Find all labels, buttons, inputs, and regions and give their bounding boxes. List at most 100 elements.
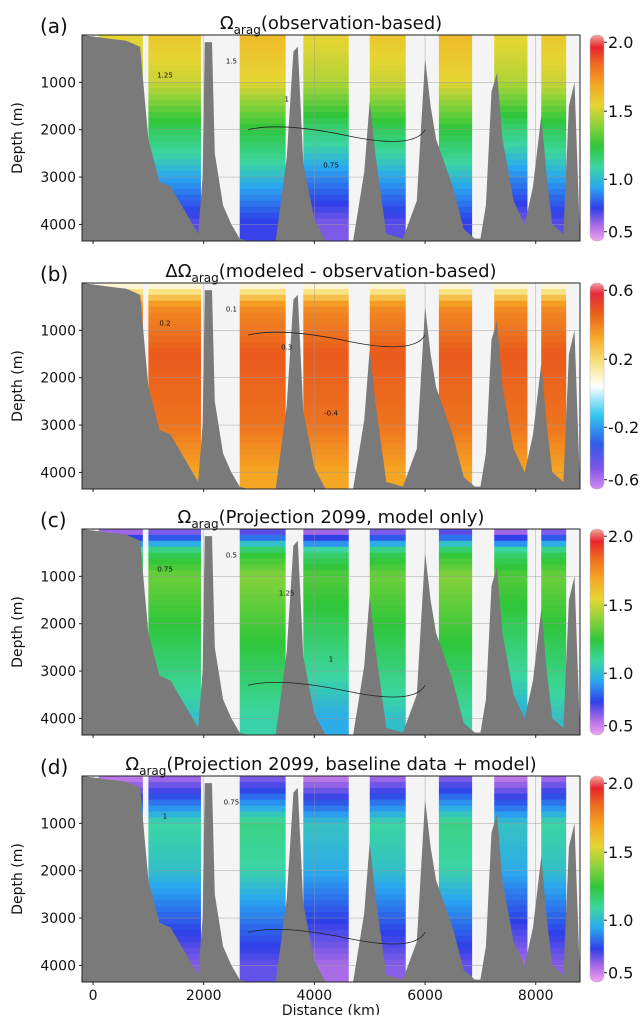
field-cell	[494, 106, 528, 113]
field-cell	[148, 793, 201, 801]
y-tick-label: 4000	[40, 711, 76, 727]
field-cell	[148, 359, 201, 367]
field-cell	[494, 736, 527, 743]
field-cell	[303, 58, 349, 66]
field-cell	[541, 923, 567, 931]
field-cell	[303, 594, 349, 601]
field-cell	[148, 419, 201, 426]
field-cell	[239, 224, 286, 231]
field-cell	[148, 876, 201, 884]
field-cell	[239, 623, 286, 631]
panel-letter: (c)	[40, 508, 67, 532]
field-cell	[541, 870, 567, 878]
field-cell	[239, 478, 286, 485]
field-cell	[148, 676, 201, 684]
field-cell	[541, 835, 567, 842]
colorbar-tick-label: 1.0	[608, 911, 633, 930]
field-cell	[303, 300, 349, 308]
field-cell	[438, 588, 473, 595]
colorbar-tick-label: 2.0	[608, 33, 633, 52]
field-cell	[494, 829, 528, 836]
contour-label: 0.5	[226, 551, 237, 559]
field-cell	[148, 882, 201, 890]
field-cell	[494, 336, 528, 343]
field-cell	[303, 900, 349, 907]
field-cell	[303, 576, 349, 583]
field-cell	[303, 182, 349, 190]
field-cell	[541, 200, 567, 208]
field-cell	[494, 88, 528, 95]
field-cell	[369, 659, 406, 666]
field-cell	[239, 724, 286, 731]
field-cell	[438, 787, 473, 795]
field-cell	[541, 706, 567, 714]
field-cell	[541, 94, 567, 101]
field-cell	[303, 653, 349, 660]
field-cell	[303, 665, 349, 672]
field-cell	[369, 823, 406, 830]
field-cell	[239, 430, 286, 438]
field-cell	[494, 894, 528, 901]
field-cell	[148, 558, 201, 566]
field-cell	[541, 425, 567, 432]
field-cell	[303, 153, 349, 160]
field-cell	[438, 546, 473, 554]
colorbar-tick-label: 0.2	[608, 350, 633, 369]
field-cell	[303, 706, 349, 714]
field-cell	[494, 665, 528, 672]
field-cell	[369, 123, 406, 131]
field-cell	[369, 377, 406, 385]
field-cell	[239, 194, 286, 202]
field-cell	[369, 882, 406, 890]
field-cell	[369, 454, 406, 462]
field-cell	[240, 983, 286, 990]
field-cell	[239, 206, 286, 214]
field-cell	[303, 659, 349, 666]
field-cell	[369, 401, 406, 408]
field-cell	[303, 413, 349, 420]
field-cell	[541, 635, 567, 643]
field-cell	[494, 611, 528, 619]
field-cell	[303, 647, 349, 654]
field-cell	[439, 490, 472, 497]
field-cell	[438, 888, 473, 895]
field-cell	[438, 147, 473, 154]
field-cell	[541, 888, 567, 895]
field-cell	[148, 82, 201, 89]
field-cell	[239, 706, 286, 714]
field-cell	[494, 365, 528, 373]
field-cell	[148, 576, 201, 583]
field-cell	[438, 70, 473, 78]
field-cell	[541, 864, 567, 872]
field-cell	[438, 900, 473, 907]
field-cell	[541, 88, 567, 95]
field-cell	[541, 171, 567, 178]
contour-label: 0.75	[157, 566, 173, 574]
field-cell	[239, 306, 286, 314]
field-cell	[239, 484, 286, 489]
field-cell	[494, 324, 528, 331]
field-cell	[369, 829, 406, 836]
field-cell	[541, 294, 567, 302]
field-cell	[148, 76, 201, 83]
field-cell	[303, 177, 349, 184]
field-cell	[148, 864, 201, 872]
field-cell	[303, 306, 349, 314]
field-cell	[438, 582, 473, 589]
field-cell	[438, 793, 473, 801]
field-cell	[148, 906, 201, 913]
field-cell	[303, 805, 349, 813]
field-cell	[438, 894, 473, 901]
field-cell	[369, 605, 406, 613]
field-cell	[148, 894, 201, 901]
field-cell	[541, 436, 567, 444]
field-cell	[541, 159, 567, 166]
colorbar-tick-label: 2.0	[608, 774, 633, 793]
field-cell	[439, 983, 472, 990]
field-cell	[148, 805, 201, 813]
field-cell	[438, 413, 473, 420]
field-cell	[369, 641, 406, 648]
field-cell	[148, 100, 201, 107]
field-cell	[369, 407, 406, 414]
field-cell	[494, 389, 528, 397]
